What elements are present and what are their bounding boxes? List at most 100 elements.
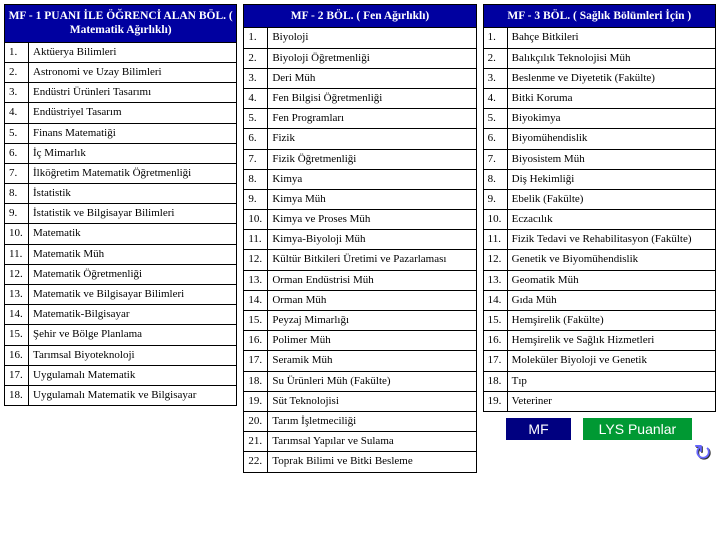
row-number: 8. [244,169,268,189]
row-number: 16. [5,345,29,365]
row-number: 21. [244,432,268,452]
row-label: Şehir ve Bölge Planlama [29,325,237,345]
row-number: 13. [244,270,268,290]
table-row: 11.Kimya-Biyoloji Müh [244,230,476,250]
row-number: 12. [483,250,507,270]
table-row: 3.Endüstri Ürünleri Tasarımı [5,83,237,103]
row-label: Hemşirelik (Fakülte) [507,311,715,331]
table-body-mf1: 1.Aktüerya Bilimleri2.Astronomi ve Uzay … [5,42,237,405]
row-number: 13. [483,270,507,290]
table-row: 18.Su Ürünleri Müh (Fakülte) [244,371,476,391]
return-icon[interactable]: ↻ [694,440,712,466]
row-number: 15. [244,311,268,331]
row-number: 7. [483,149,507,169]
row-label: Biyosistem Müh [507,149,715,169]
lys-button[interactable]: LYS Puanlar [583,418,693,440]
row-number: 2. [5,62,29,82]
row-number: 3. [483,68,507,88]
row-number: 10. [244,210,268,230]
column-mf2: MF - 2 BÖL. ( Fen Ağırlıklı) 1.Biyoloji2… [243,4,476,536]
row-number: 15. [483,311,507,331]
table-row: 9.Kimya Müh [244,189,476,209]
table-row: 1.Biyoloji [244,28,476,48]
row-number: 6. [244,129,268,149]
row-label: Uygulamalı Matematik [29,365,237,385]
mf-button[interactable]: MF [506,418,570,440]
row-label: Biyoloji Öğretmenliği [268,48,476,68]
row-label: İstatistik [29,184,237,204]
row-label: Kimya Müh [268,189,476,209]
row-label: Kimya ve Proses Müh [268,210,476,230]
row-number: 8. [483,169,507,189]
table-row: 22.Toprak Bilimi ve Bitki Besleme [244,452,476,472]
row-number: 13. [5,285,29,305]
row-number: 5. [244,109,268,129]
row-number: 17. [5,365,29,385]
table-row: 7.İlköğretim Matematik Öğretmenliği [5,163,237,183]
table-row: 19.Veteriner [483,391,715,411]
table-body-mf2: 1.Biyoloji2.Biyoloji Öğretmenliği3.Deri … [244,28,476,472]
table-row: 7.Biyosistem Müh [483,149,715,169]
row-number: 11. [244,230,268,250]
table-row: 1.Aktüerya Bilimleri [5,42,237,62]
table-row: 14.Matematik-Bilgisayar [5,305,237,325]
table-row: 6.Fizik [244,129,476,149]
row-number: 18. [244,371,268,391]
table-row: 6.İç Mimarlık [5,143,237,163]
table-header-mf3: MF - 3 BÖL. ( Sağlık Bölümleri İçin ) [483,5,715,28]
table-row: 19.Süt Teknolojisi [244,391,476,411]
row-number: 10. [483,210,507,230]
row-number: 11. [483,230,507,250]
row-number: 9. [244,189,268,209]
row-label: Matematik [29,224,237,244]
row-label: Endüstriyel Tasarım [29,103,237,123]
table-row: 8.İstatistik [5,184,237,204]
row-number: 3. [244,68,268,88]
table-row: 9.İstatistik ve Bilgisayar Bilimleri [5,204,237,224]
row-label: Endüstri Ürünleri Tasarımı [29,83,237,103]
row-label: Deri Müh [268,68,476,88]
table-mf2: MF - 2 BÖL. ( Fen Ağırlıklı) 1.Biyoloji2… [243,4,476,473]
table-row: 13.Orman Endüstrisi Müh [244,270,476,290]
row-label: Orman Müh [268,290,476,310]
row-number: 9. [5,204,29,224]
table-row: 16.Tarımsal Biyoteknoloji [5,345,237,365]
row-label: Fen Programları [268,109,476,129]
table-row: 3.Beslenme ve Diyetetik (Fakülte) [483,68,715,88]
row-label: Diş Hekimliği [507,169,715,189]
row-label: Polimer Müh [268,331,476,351]
row-number: 19. [483,391,507,411]
table-row: 4.Bitki Koruma [483,88,715,108]
table-row: 5.Fen Programları [244,109,476,129]
row-label: Uygulamalı Matematik ve Bilgisayar [29,385,237,405]
table-mf3: MF - 3 BÖL. ( Sağlık Bölümleri İçin ) 1.… [483,4,716,412]
row-number: 6. [5,143,29,163]
row-number: 22. [244,452,268,472]
row-label: Tarım İşletmeciliği [268,411,476,431]
table-header-mf1: MF - 1 PUANI İLE ÖĞRENCİ ALAN BÖL. ( Mat… [5,5,237,43]
row-number: 14. [483,290,507,310]
row-number: 12. [244,250,268,270]
table-row: 15.Hemşirelik (Fakülte) [483,311,715,331]
row-number: 19. [244,391,268,411]
row-label: Tarımsal Biyoteknoloji [29,345,237,365]
column-mf1: MF - 1 PUANI İLE ÖĞRENCİ ALAN BÖL. ( Mat… [4,4,237,536]
row-label: Kimya [268,169,476,189]
row-number: 11. [5,244,29,264]
table-row: 8.Kimya [244,169,476,189]
row-label: Matematik Müh [29,244,237,264]
row-number: 1. [5,42,29,62]
row-label: İlköğretim Matematik Öğretmenliği [29,163,237,183]
row-label: Moleküler Biyoloji ve Genetik [507,351,715,371]
row-label: Eczacılık [507,210,715,230]
table-row: 11.Matematik Müh [5,244,237,264]
row-label: Fizik [268,129,476,149]
row-number: 3. [5,83,29,103]
row-number: 16. [483,331,507,351]
table-row: 10.Kimya ve Proses Müh [244,210,476,230]
row-label: Seramik Müh [268,351,476,371]
row-label: Biyoloji [268,28,476,48]
row-label: İstatistik ve Bilgisayar Bilimleri [29,204,237,224]
row-number: 5. [483,109,507,129]
row-label: Finans Matematiği [29,123,237,143]
